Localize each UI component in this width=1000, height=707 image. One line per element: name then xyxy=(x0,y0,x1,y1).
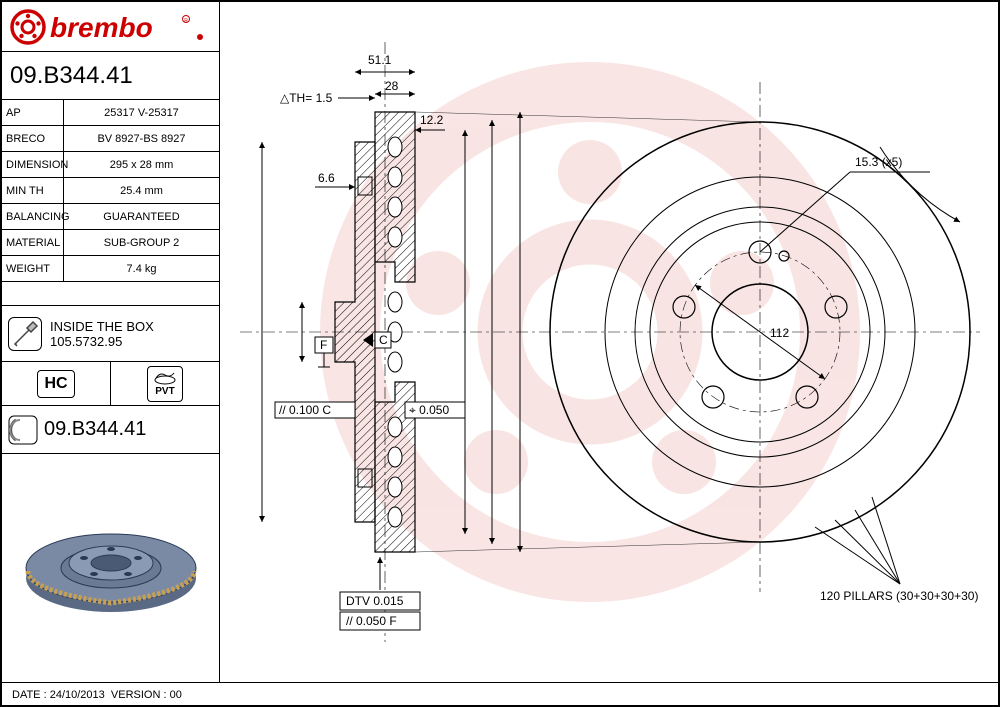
hc-symbol: HC xyxy=(37,370,74,398)
version-label: VERSION : xyxy=(111,689,167,701)
inside-box-cell: INSIDE THE BOX 105.5732.95 xyxy=(2,306,219,362)
main-area: brembo R 09.B344.41 AP25317 V-25317 BREC… xyxy=(2,2,998,682)
version-value: 00 xyxy=(170,689,182,701)
technical-drawing: 51.1 28 △TH= 1.5 12.2 6.6 ∅164.6 ∅67.074 xyxy=(220,2,998,682)
svg-text:112: 112 xyxy=(770,326,789,340)
svg-text:// 0.050 F: // 0.050 F xyxy=(346,614,397,628)
spec-label: DIMENSION xyxy=(2,152,64,177)
brembo-logo: brembo R xyxy=(8,7,208,47)
spec-label: MIN TH xyxy=(2,178,64,203)
spec-label: AP xyxy=(2,100,64,125)
spec-value: SUB-GROUP 2 xyxy=(64,230,219,255)
svg-text:15.3 (x5): 15.3 (x5) xyxy=(855,155,902,169)
part-number: 09.B344.41 xyxy=(2,52,219,100)
spec-value: 25317 V-25317 xyxy=(64,100,219,125)
spec-value: BV 8927-BS 8927 xyxy=(64,126,219,151)
drawing-sheet: brembo R 09.B344.41 AP25317 V-25317 BREC… xyxy=(0,0,1000,707)
svg-text:⌖ 0.050: ⌖ 0.050 xyxy=(409,403,449,417)
svg-text:51.1: 51.1 xyxy=(368,53,392,67)
spec-value: 7.4 kg xyxy=(64,256,219,281)
date-label: DATE : xyxy=(12,689,47,701)
disc-icon xyxy=(8,415,38,445)
symbols-row: HC PVT xyxy=(2,362,219,406)
spec-table: AP25317 V-25317 BRECOBV 8927-BS 8927 DIM… xyxy=(2,100,219,282)
svg-text:R: R xyxy=(184,18,188,24)
spec-label: BALANCING xyxy=(2,204,64,229)
svg-text:28: 28 xyxy=(385,79,399,93)
spec-label: WEIGHT xyxy=(2,256,64,281)
svg-text:120 PILLARS (30+30+30+30): 120 PILLARS (30+30+30+30) xyxy=(820,589,978,603)
svg-text:△TH= 1.5: △TH= 1.5 xyxy=(280,91,333,105)
svg-text:6.6: 6.6 xyxy=(318,171,335,185)
svg-text:F: F xyxy=(320,338,327,352)
spec-value: GUARANTEED xyxy=(64,204,219,229)
title-block: brembo R 09.B344.41 AP25317 V-25317 BREC… xyxy=(2,2,220,682)
pvt-symbol: PVT xyxy=(147,366,183,402)
spec-label: MATERIAL xyxy=(2,230,64,255)
svg-text:// 0.100 C: // 0.100 C xyxy=(279,403,331,417)
svg-text:12.2: 12.2 xyxy=(420,113,444,127)
part-number-2: 09.B344.41 xyxy=(2,406,219,454)
svg-text:C: C xyxy=(379,333,388,347)
drawing-area: 51.1 28 △TH= 1.5 12.2 6.6 ∅164.6 ∅67.074 xyxy=(220,2,998,682)
footer: DATE : 24/10/2013 VERSION : 00 xyxy=(2,682,998,707)
inside-box-label: INSIDE THE BOX xyxy=(50,319,154,334)
spec-label: BRECO xyxy=(2,126,64,151)
svg-text:brembo: brembo xyxy=(50,12,153,43)
spacer xyxy=(2,282,219,306)
screw-icon xyxy=(8,317,42,351)
svg-text:DTV 0.015: DTV 0.015 xyxy=(346,594,404,608)
spec-value: 25.4 mm xyxy=(64,178,219,203)
spec-value: 295 x 28 mm xyxy=(64,152,219,177)
inside-box-value: 105.5732.95 xyxy=(50,334,154,349)
disc-render xyxy=(16,503,206,633)
logo-cell: brembo R xyxy=(2,2,219,52)
render-cell xyxy=(2,454,219,682)
date-value: 24/10/2013 xyxy=(50,689,105,701)
